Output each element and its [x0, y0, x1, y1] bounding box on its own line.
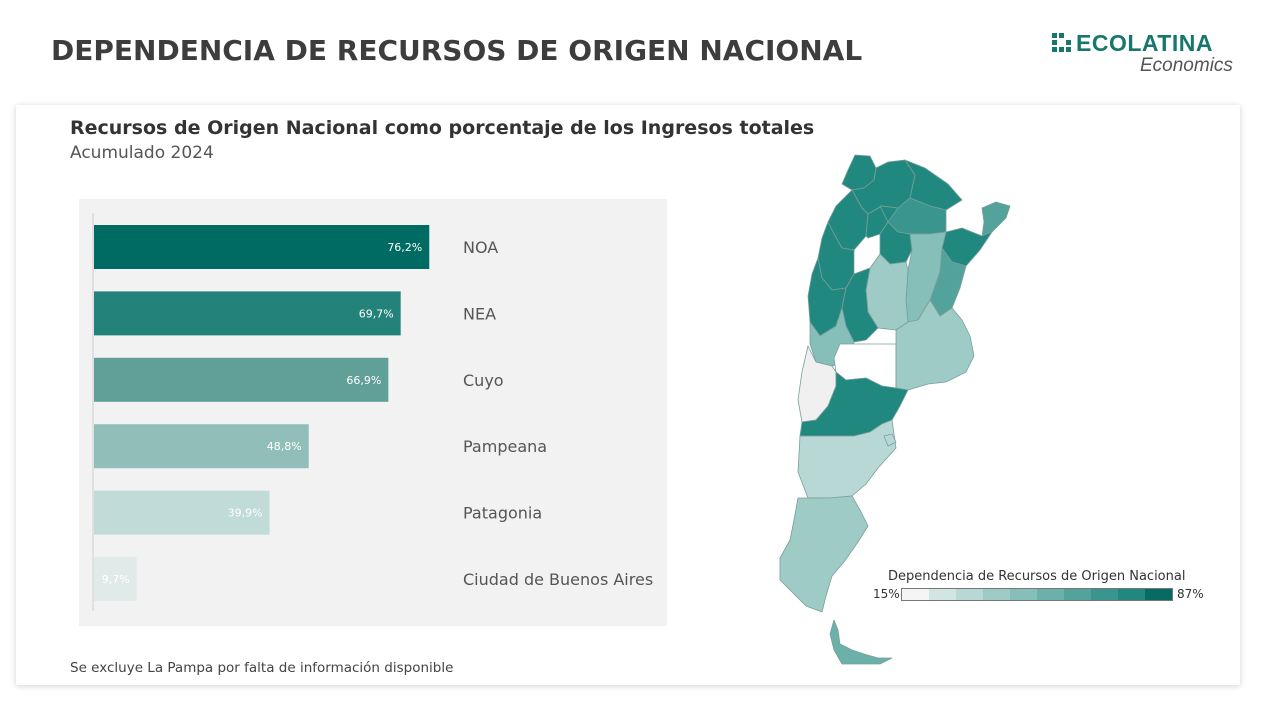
- bar-ciudad-de-buenos-aires: [94, 557, 137, 601]
- bar-value-label: 69,7%: [359, 307, 394, 320]
- argentina-map: [779, 154, 1011, 665]
- bar-value-label: 48,8%: [267, 440, 302, 453]
- legend-max-label: 87%: [1177, 587, 1204, 601]
- footnote: Se excluye La Pampa por falta de informa…: [70, 660, 454, 676]
- province-san-luis: [841, 267, 879, 343]
- bar-value-label: 39,9%: [228, 507, 263, 520]
- category-label: NOA: [463, 238, 498, 257]
- category-label: Patagonia: [463, 504, 542, 523]
- logo-subtitle: Economics: [1140, 55, 1233, 76]
- province-santa-cruz: [779, 495, 869, 613]
- legend-swatch: [1064, 589, 1091, 600]
- island-ancillary: [883, 433, 897, 447]
- legend-swatch: [1145, 589, 1172, 600]
- bar-chart: 76,2% NOA 69,7% NEA 66,9% Cuyo 48,8% Pampeana 39…: [92, 213, 653, 611]
- bar-value-label: 76,2%: [387, 241, 422, 254]
- chart-title: Recursos de Origen Nacional como porcent…: [70, 117, 815, 139]
- chart-subtitle: Acumulado 2024: [70, 143, 214, 163]
- legend-swatch: [983, 589, 1010, 600]
- bar-value-label: 9,7%: [102, 573, 130, 586]
- bar-plot-area: [79, 199, 667, 626]
- legend-color-scale: [901, 588, 1173, 601]
- logo-grid-icon: [1052, 33, 1072, 53]
- category-label: Pampeana: [463, 437, 547, 456]
- bar-patagonia: [94, 490, 270, 535]
- ecolatina-logo: ECOLATINA Economics: [1052, 30, 1242, 80]
- category-label: Ciudad de Buenos Aires: [463, 570, 653, 589]
- bar-nea: [94, 291, 401, 336]
- legend-swatch: [929, 589, 956, 600]
- legend-title: Dependencia de Recursos de Origen Nacion…: [888, 569, 1186, 584]
- bar-cuyo: [94, 357, 389, 402]
- category-label: Cuyo: [463, 371, 504, 390]
- logo-name: ECOLATINA: [1076, 30, 1213, 56]
- bar-value-label: 66,9%: [346, 374, 381, 387]
- legend-swatch: [1118, 589, 1145, 600]
- province-tierra-del-fuego: [829, 619, 893, 665]
- legend-swatch: [956, 589, 983, 600]
- legend-swatch: [902, 589, 929, 600]
- bar-noa: [94, 225, 430, 269]
- page-title: DEPENDENCIA DE RECURSOS DE ORIGEN NACION…: [51, 34, 863, 67]
- province-santiago: [879, 205, 913, 265]
- legend-swatch: [1037, 589, 1064, 600]
- legend-min-label: 15%: [873, 587, 900, 601]
- legend-swatch: [1091, 589, 1118, 600]
- province-misiones: [981, 201, 1011, 237]
- legend-swatch: [1010, 589, 1037, 600]
- category-label: NEA: [463, 304, 496, 323]
- bar-pampeana: [94, 424, 309, 469]
